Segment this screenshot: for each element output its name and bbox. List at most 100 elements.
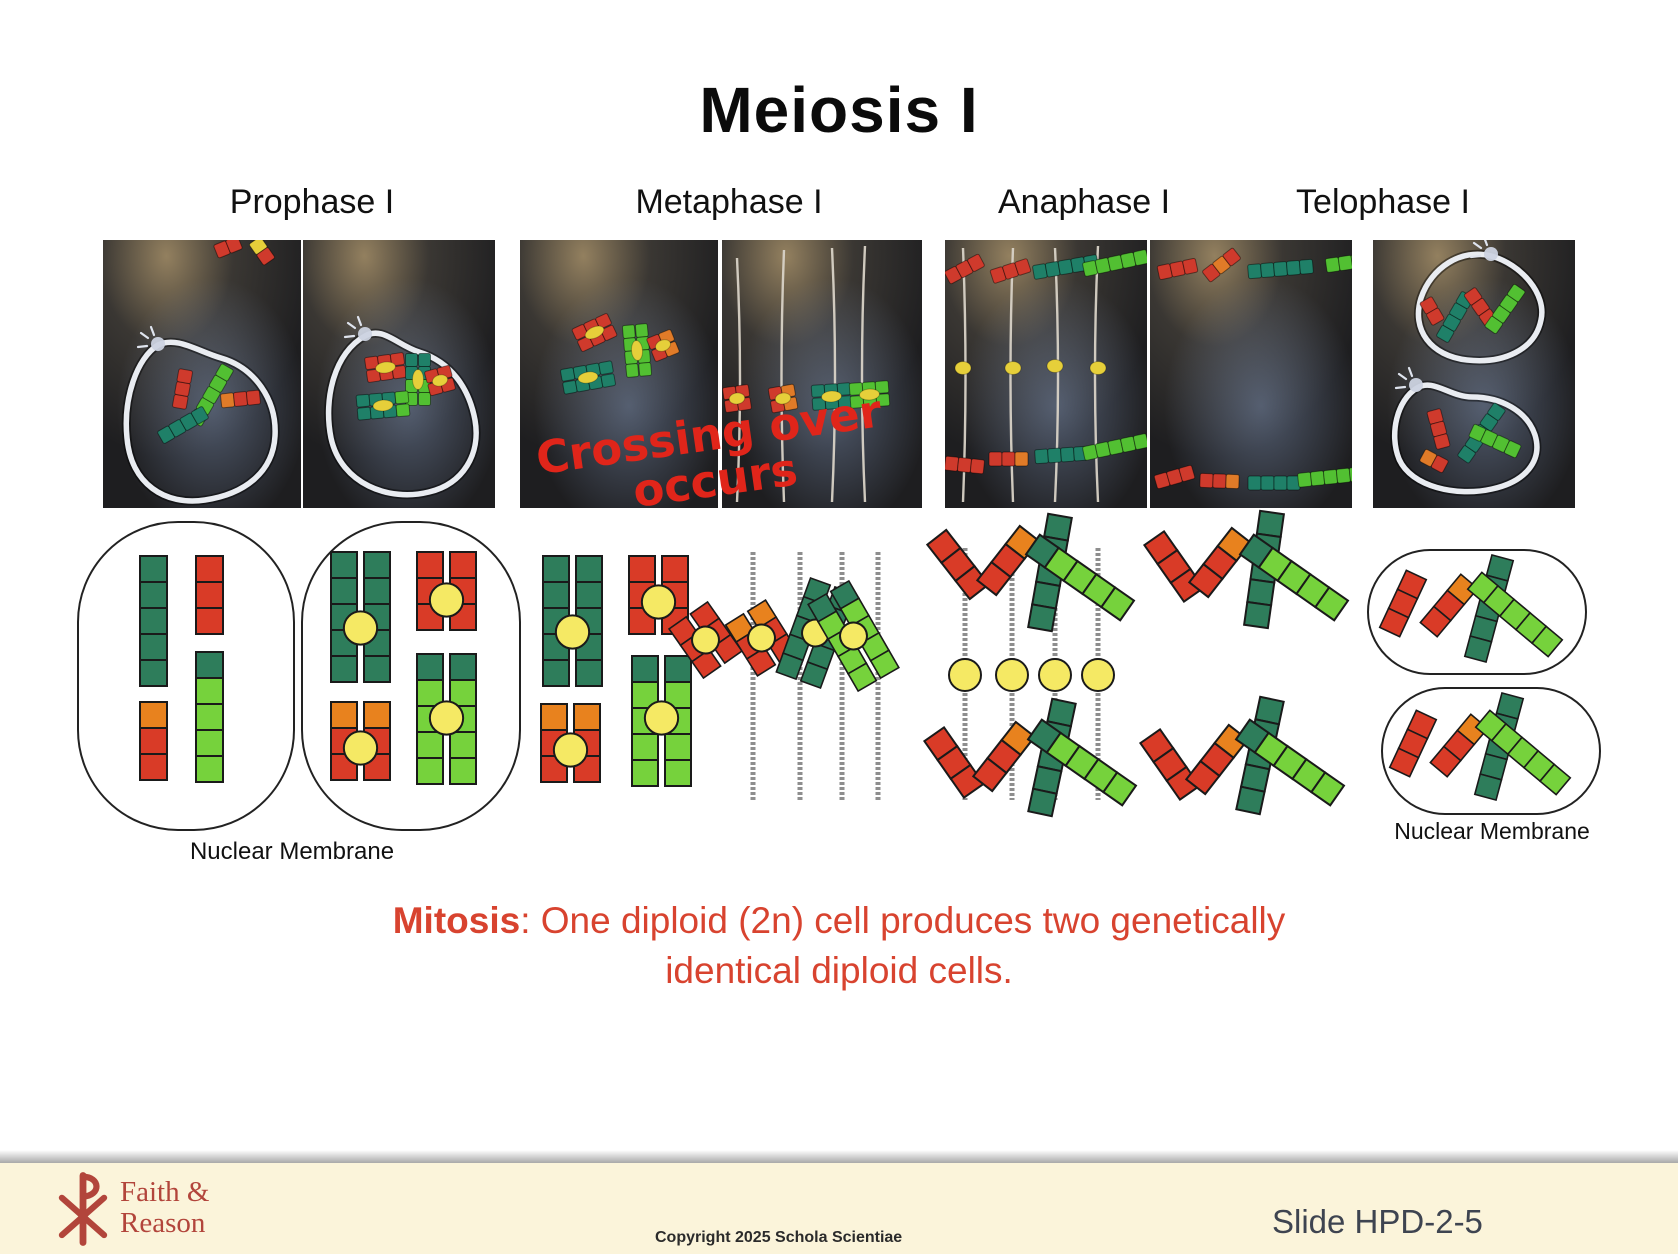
chromosome-block xyxy=(1202,247,1241,283)
footer-shadow xyxy=(0,1150,1678,1163)
chromosome-block xyxy=(1436,291,1474,343)
chromosome-pair xyxy=(571,313,618,352)
summary-term: Mitosis xyxy=(392,900,521,941)
chromosome xyxy=(1466,571,1564,658)
chromosome xyxy=(139,555,168,687)
chromosome-block xyxy=(1468,423,1522,459)
chromosome-pair xyxy=(355,390,411,421)
chromosome-block xyxy=(1082,249,1147,277)
chromosome-block xyxy=(220,389,261,409)
brand-line1: Faith & xyxy=(120,1176,210,1208)
photo-anaphase-a xyxy=(945,240,1147,508)
duplicated-chromosome xyxy=(542,555,603,687)
duplicated-chromosome xyxy=(540,703,601,783)
chromosome-block xyxy=(1426,408,1451,450)
meiosis-diagram xyxy=(77,509,1601,831)
brand-line2: Reason xyxy=(120,1207,206,1240)
chromosome-block xyxy=(1419,296,1445,326)
chromosome-block xyxy=(1247,258,1314,280)
rope-knot xyxy=(1469,240,1498,261)
chi-rho-logo-icon xyxy=(58,1172,108,1246)
chromosome-block xyxy=(945,253,985,285)
copyright-text: Copyright 2025 Schola Scientiae xyxy=(655,1229,903,1246)
chromosome-block xyxy=(1034,445,1088,465)
chromosome xyxy=(975,524,1041,597)
chromosome-pair xyxy=(560,360,616,395)
centromere-dot xyxy=(1038,658,1072,692)
nuclear-membrane-label-left: Nuclear Membrane xyxy=(189,838,395,865)
chromosome xyxy=(1187,526,1253,599)
nuclear-membrane-label-right: Nuclear Membrane xyxy=(1394,818,1590,844)
chromosome xyxy=(922,725,986,800)
summary-rest: : One diploid (2n) cell produces two gen… xyxy=(520,900,1286,941)
chromosome-pair xyxy=(646,329,680,362)
phase-label-anaphase: Anaphase I xyxy=(997,183,1171,221)
duplicated-chromosome xyxy=(807,579,900,693)
duplicated-chromosome xyxy=(416,551,477,631)
chromosome-block xyxy=(989,258,1032,284)
photo-anaphase-b xyxy=(1150,240,1352,508)
chromosome xyxy=(925,528,991,601)
chromosome-block xyxy=(1484,283,1526,335)
phase-label-metaphase: Metaphase I xyxy=(635,183,823,221)
nuclear-membrane-outline xyxy=(1367,549,1587,675)
summary-text: Mitosis: One diploid (2n) cell produces … xyxy=(0,896,1678,996)
photo-telophase xyxy=(1373,240,1575,508)
chromosome-block xyxy=(157,406,209,444)
chromosome-block xyxy=(1463,287,1498,327)
chromosome-block xyxy=(1419,448,1449,474)
chromosome-pair xyxy=(767,383,799,414)
duplicated-chromosome xyxy=(330,551,391,683)
chromosome xyxy=(1142,529,1206,604)
chromosome xyxy=(1184,723,1250,796)
chromosome-pair xyxy=(364,352,407,383)
chromosome xyxy=(1419,573,1479,638)
chromosome xyxy=(1474,709,1572,796)
rope-knot xyxy=(136,325,165,351)
centromere-dot xyxy=(1081,658,1115,692)
chromosome-pair xyxy=(848,380,891,409)
duplicated-chromosome xyxy=(628,555,689,635)
duplicated-chromosome xyxy=(330,701,391,781)
chromosome xyxy=(1378,569,1428,638)
chromosome-pair xyxy=(722,384,752,413)
chromosome xyxy=(1138,727,1202,802)
phase-label-telophase: Telophase I xyxy=(1296,183,1470,221)
chromosome-pair xyxy=(621,323,653,378)
photo-metaphase-b xyxy=(722,240,922,508)
chromosome-block xyxy=(1247,475,1301,491)
rope-knot xyxy=(343,315,372,341)
chromosome-block xyxy=(249,240,275,266)
brand-name: Faith & Reason xyxy=(120,1176,210,1240)
photo-prophase-a xyxy=(103,240,301,508)
chromosome-pair xyxy=(810,382,853,411)
chromosome xyxy=(195,651,224,783)
chromosome xyxy=(1238,533,1350,622)
chromosome xyxy=(139,701,168,781)
summary-line1: Mitosis: One diploid (2n) cell produces … xyxy=(0,896,1678,946)
chromosome-block xyxy=(1156,257,1199,281)
rope-knot xyxy=(1394,366,1423,392)
duplicated-chromosome xyxy=(667,600,744,680)
footer: Faith & Reason Copyright 2025 Schola Sci… xyxy=(0,1163,1678,1254)
centromere-dot xyxy=(995,658,1029,692)
chromosome-pair xyxy=(424,365,456,396)
chromosome-block xyxy=(213,240,243,259)
chromosome xyxy=(195,555,224,635)
chromosome xyxy=(1388,709,1438,778)
chromosome-block xyxy=(1082,433,1147,461)
nuclear-membrane-outline xyxy=(77,521,295,831)
chromosome-block xyxy=(1324,253,1352,273)
chromosome-block xyxy=(172,368,193,410)
chromosome-block xyxy=(1153,464,1196,490)
chromosome-block xyxy=(1199,472,1240,490)
centromere-dot xyxy=(948,658,982,692)
photo-prophase-b xyxy=(303,240,495,508)
nuclear-membrane-outline xyxy=(1381,687,1601,815)
duplicated-chromosome xyxy=(631,655,692,787)
chromosome xyxy=(1429,713,1489,778)
chromosome-block xyxy=(1297,466,1352,488)
chromosome xyxy=(1234,718,1346,807)
chromosome-block xyxy=(988,451,1029,467)
chromosome xyxy=(1024,533,1136,622)
